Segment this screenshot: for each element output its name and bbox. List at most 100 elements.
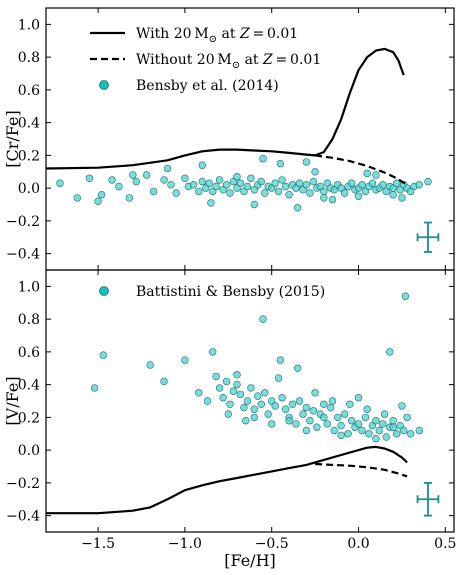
data-point [132,177,141,186]
data-point [115,182,123,191]
data-point [257,177,265,186]
data-point [254,392,262,400]
data-point [415,181,423,189]
data-point [222,377,231,386]
legend-bensby-label: Bensby et al. (2014) [136,78,279,94]
data-point [85,174,94,183]
data-point [125,194,134,202]
data-point [306,417,314,425]
data-point [340,189,349,197]
data-point [233,173,241,181]
panel-cr-fe-errorbar [416,221,440,253]
data-point [340,410,349,418]
data-point [212,372,220,381]
data-point [398,402,406,410]
data-point [99,351,108,359]
data-point [160,377,168,386]
data-point [236,179,245,187]
x-tick-label: 0.5 [434,536,456,552]
data-point [276,356,285,364]
panel-v-fe: −0.4 −0.2 0.0 0.2 0.4 0.6 0.8 1.0 [V/Fe] Battis… [3,269,455,533]
data-point [320,413,328,422]
data-point [276,159,285,168]
data-point [389,191,397,199]
data-point [94,197,102,205]
data-point [274,374,283,382]
data-point [129,171,137,179]
panel-v-fe-points [90,292,423,443]
data-point [189,181,198,189]
data-point [311,389,319,397]
data-point [73,194,82,202]
data-point [250,413,259,422]
data-point [292,420,300,428]
data-point [203,397,212,405]
data-point [302,403,311,412]
data-point [295,397,304,405]
panel-v-fe-frame [45,269,455,533]
data-point [299,186,307,194]
data-point [257,400,265,408]
y-tick-label: −0.4 [6,247,40,263]
y-tick-label: 0.4 [18,378,40,394]
data-point [215,176,224,184]
xlabel: [Fe/H] [224,551,276,570]
data-point [415,426,423,435]
data-point [207,199,215,207]
data-point [306,189,314,197]
data-point [242,417,250,425]
data-point [215,384,224,392]
data-point [222,181,231,189]
data-point [167,181,175,189]
y-tick-label: 0.4 [18,116,40,132]
data-point [400,426,408,435]
x-tick-label: −1.0 [168,536,202,552]
data-point [240,403,248,412]
y-tick-label: 0.2 [18,410,40,426]
data-point [285,417,293,425]
data-point [181,356,189,364]
data-point [320,400,328,408]
data-point [389,417,397,425]
data-point [337,421,345,430]
data-point [389,423,397,431]
legend-battistini-label: Battistini & Bensby (2015) [136,284,325,300]
data-point [56,179,64,187]
data-point [363,169,371,178]
data-point [309,177,318,186]
ylabel-v-fe: [V/Fe] [3,376,22,425]
y-tick-label: 0.0 [18,443,40,459]
data-point [243,397,252,405]
data-point [393,179,401,187]
data-point [250,200,259,209]
data-point [372,435,380,443]
data-point [247,384,255,392]
ylabel-cr-fe: [Cr/Fe] [3,110,22,167]
data-point [403,413,411,422]
model-line-solid [46,445,408,515]
y-tick-label: 0.6 [18,83,40,99]
panel-cr-fe: −0.4 −0.2 0.0 0.2 0.4 0.6 0.8 1.0 [Cr/Fe] With … [3,7,455,271]
x-tick-label: −1.5 [81,536,115,552]
data-point [337,431,345,440]
legend-dashed-label: Without 20 M⊙ at Z = 0.01 [136,52,321,71]
data-point [163,164,172,173]
data-point [261,189,269,197]
data-point [149,187,158,196]
y-tick-label: 1.0 [18,279,40,295]
data-point [380,410,389,418]
x-tick-label: −0.5 [255,536,289,552]
y-tick-label: −0.2 [6,476,40,492]
data-point [212,182,220,191]
data-point [406,430,415,438]
data-point [247,174,255,183]
data-point [424,177,432,186]
data-point [368,179,377,187]
y-tick-label: 0.8 [18,312,40,328]
data-point [236,390,245,399]
y-tick-label: −0.2 [6,214,40,230]
data-point [354,192,363,201]
data-point [347,179,356,187]
data-point [261,389,269,397]
